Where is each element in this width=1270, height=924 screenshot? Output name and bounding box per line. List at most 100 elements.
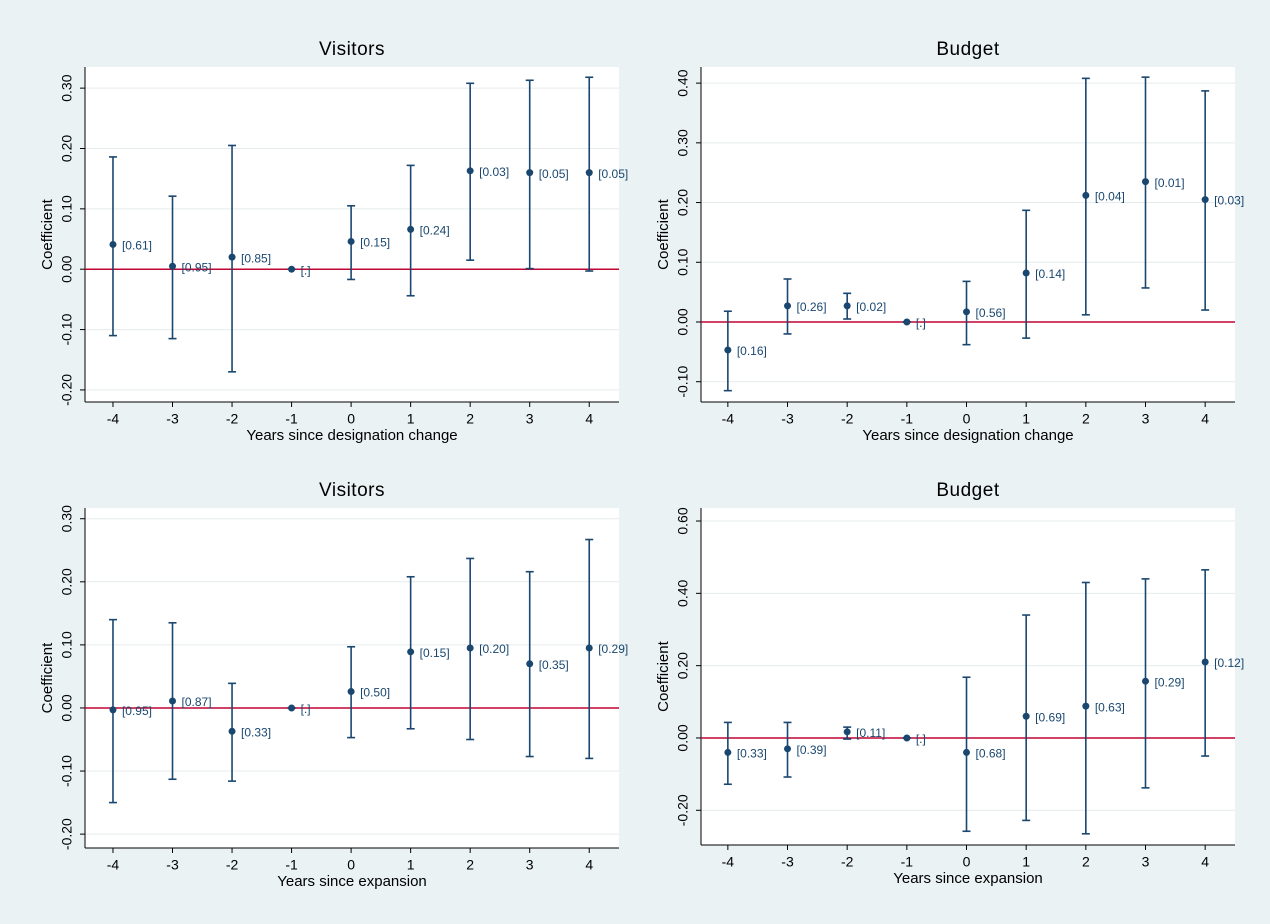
- point: [169, 697, 177, 705]
- y-tick-label: 0.30: [59, 505, 75, 532]
- x-axis-label: Years since designation change: [246, 427, 457, 444]
- x-tick-label: -1: [285, 411, 298, 427]
- y-tick-label: 0.00: [675, 724, 691, 751]
- y-tick-label: 0.10: [59, 631, 75, 658]
- point: [963, 748, 971, 756]
- y-tick-label: 0.30: [675, 129, 691, 156]
- x-tick-label: 0: [963, 411, 971, 427]
- point-label: [0.35]: [539, 658, 569, 672]
- plot-area: [701, 67, 1235, 402]
- x-tick-label: -2: [226, 411, 239, 427]
- x-tick-label: 2: [466, 411, 474, 427]
- point: [784, 745, 792, 753]
- point-label: [0.16]: [737, 344, 767, 358]
- point: [1201, 658, 1209, 666]
- point: [1022, 712, 1030, 720]
- x-axis-label: Years since expansion: [893, 870, 1043, 887]
- point: [407, 225, 415, 233]
- point: [1082, 191, 1090, 199]
- y-tick-label: 0.60: [675, 507, 691, 534]
- x-tick-label: 1: [407, 857, 415, 873]
- point-label: [0.69]: [1035, 710, 1065, 724]
- point-label: [.]: [916, 316, 926, 330]
- point-label: [.]: [301, 702, 311, 716]
- x-tick-label: 1: [1022, 854, 1030, 870]
- x-tick-label: -2: [841, 854, 854, 870]
- point-label: [0.95]: [122, 704, 152, 718]
- point-label: [0.20]: [479, 642, 509, 656]
- x-tick-label: -4: [722, 854, 735, 870]
- point-label: [0.14]: [1035, 267, 1065, 281]
- point: [585, 169, 593, 177]
- y-axis-label: Coefficient: [655, 640, 672, 711]
- point-label: [0.05]: [539, 167, 569, 181]
- x-tick-label: -3: [781, 411, 794, 427]
- point: [466, 644, 474, 652]
- point-label: [0.39]: [797, 743, 827, 757]
- point: [228, 727, 236, 735]
- y-axis-label: Coefficient: [39, 198, 56, 269]
- point: [903, 734, 911, 742]
- point-label: [0.85]: [241, 251, 271, 265]
- point: [963, 308, 971, 316]
- point-label: [0.15]: [420, 646, 450, 660]
- point-label: [0.04]: [1095, 190, 1125, 204]
- point: [109, 240, 117, 248]
- point: [407, 648, 415, 656]
- x-tick-label: 2: [1082, 411, 1090, 427]
- x-tick-label: -3: [166, 411, 179, 427]
- x-tick-label: 0: [963, 854, 971, 870]
- y-tick-label: 0.30: [59, 74, 75, 101]
- point: [288, 265, 296, 273]
- point-label: [.]: [916, 732, 926, 746]
- y-tick-label: 0.00: [59, 694, 75, 721]
- point: [109, 706, 117, 714]
- x-tick-label: 4: [585, 411, 593, 427]
- point-label: [0.05]: [598, 167, 628, 181]
- y-tick-label: 0.20: [675, 189, 691, 216]
- point-label: [0.95]: [182, 260, 212, 274]
- point: [347, 237, 355, 245]
- y-tick-label: 0.20: [59, 568, 75, 595]
- y-tick-label: -0.20: [59, 374, 75, 406]
- x-tick-label: -4: [722, 411, 735, 427]
- chart-title: Budget: [936, 480, 999, 501]
- x-tick-label: 0: [347, 411, 355, 427]
- point: [724, 346, 732, 354]
- y-tick-label: 0.10: [675, 248, 691, 275]
- x-tick-label: 3: [1142, 411, 1150, 427]
- y-axis-label: Coefficient: [655, 198, 672, 269]
- point: [903, 318, 911, 326]
- x-tick-label: 2: [466, 857, 474, 873]
- x-tick-label: 3: [526, 411, 534, 427]
- y-tick-label: -0.10: [675, 366, 691, 398]
- x-tick-label: -1: [285, 857, 298, 873]
- point: [843, 728, 851, 736]
- point: [784, 302, 792, 310]
- point: [1022, 269, 1030, 277]
- point: [526, 169, 534, 177]
- chart-title: Visitors: [319, 480, 385, 501]
- x-tick-label: -4: [107, 857, 120, 873]
- point: [169, 262, 177, 270]
- x-tick-label: 3: [1142, 854, 1150, 870]
- plot-area: [85, 508, 619, 848]
- point-label: [0.33]: [241, 725, 271, 739]
- point-label: [0.33]: [737, 747, 767, 761]
- y-tick-label: -0.10: [59, 313, 75, 345]
- point: [1142, 178, 1150, 186]
- point: [288, 704, 296, 712]
- point: [1082, 702, 1090, 710]
- point-label: [0.03]: [1214, 194, 1244, 208]
- point-label: [0.29]: [1155, 675, 1185, 689]
- point-label: [0.68]: [976, 747, 1006, 761]
- y-tick-label: 0.40: [675, 69, 691, 96]
- y-tick-label: 0.10: [59, 195, 75, 222]
- y-tick-label: 0.00: [675, 308, 691, 335]
- point-label: [0.15]: [360, 236, 390, 250]
- point-label: [0.63]: [1095, 700, 1125, 714]
- x-tick-label: 3: [526, 857, 534, 873]
- x-tick-label: 2: [1082, 854, 1090, 870]
- x-tick-label: -4: [107, 411, 120, 427]
